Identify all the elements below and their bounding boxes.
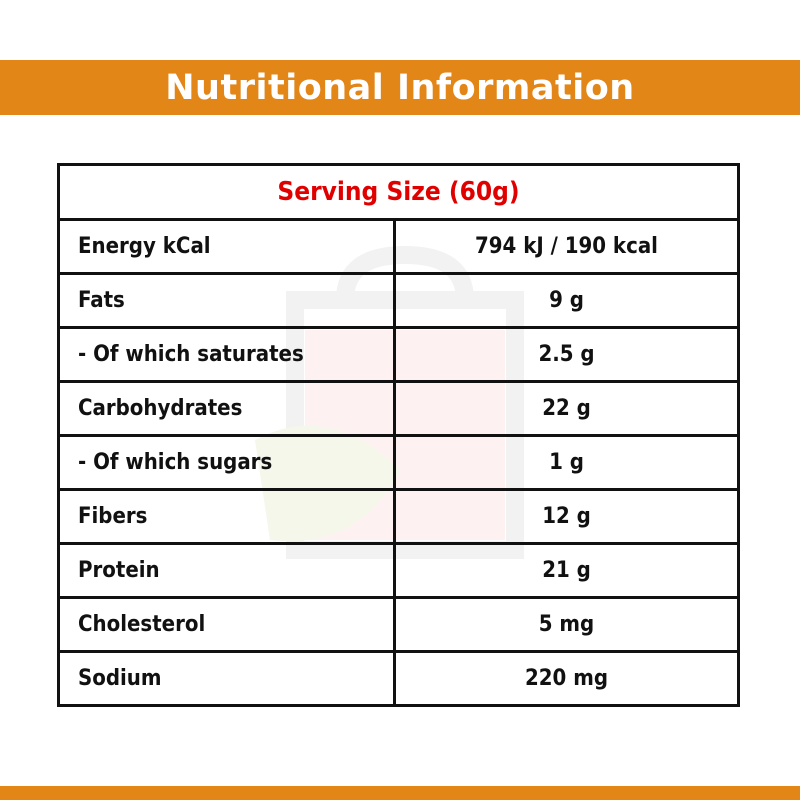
page-title: Nutritional Information [165, 67, 635, 108]
serving-size-row: Serving Size (60g) [57, 163, 740, 221]
table-row: Energy kCal 794 kJ / 190 kcal [57, 218, 740, 275]
table-row: Sodium 220 mg [57, 650, 740, 707]
nutrient-value: 1 g [393, 434, 740, 491]
nutrient-label: - Of which sugars [57, 434, 396, 491]
header-band: Nutritional Information [0, 60, 800, 115]
nutrient-label: Fibers [57, 488, 396, 545]
nutrient-value: 9 g [393, 272, 740, 329]
nutrient-label: Carbohydrates [57, 380, 396, 437]
nutrient-label: Energy kCal [57, 218, 396, 275]
nutrient-value: 22 g [393, 380, 740, 437]
table-row: - Of which sugars 1 g [57, 434, 740, 491]
nutrient-value: 2.5 g [393, 326, 740, 383]
table-row: Protein 21 g [57, 542, 740, 599]
nutrient-value: 5 mg [393, 596, 740, 653]
nutrient-label: Sodium [57, 650, 396, 707]
nutrient-label: Protein [57, 542, 396, 599]
footer-band [0, 786, 800, 800]
table-row: - Of which saturates 2.5 g [57, 326, 740, 383]
table-row: Cholesterol 5 mg [57, 596, 740, 653]
nutrient-label: - Of which saturates [57, 326, 396, 383]
nutrient-value: 12 g [393, 488, 740, 545]
nutrient-label: Fats [57, 272, 396, 329]
serving-size: Serving Size (60g) [57, 163, 740, 221]
nutrient-value: 21 g [393, 542, 740, 599]
table-row: Carbohydrates 22 g [57, 380, 740, 437]
table-row: Fibers 12 g [57, 488, 740, 545]
nutrient-label: Cholesterol [57, 596, 396, 653]
nutrition-table: Serving Size (60g) Energy kCal 794 kJ / 1… [57, 163, 740, 707]
nutrient-value: 220 mg [393, 650, 740, 707]
nutrient-value: 794 kJ / 190 kcal [393, 218, 740, 275]
table-row: Fats 9 g [57, 272, 740, 329]
